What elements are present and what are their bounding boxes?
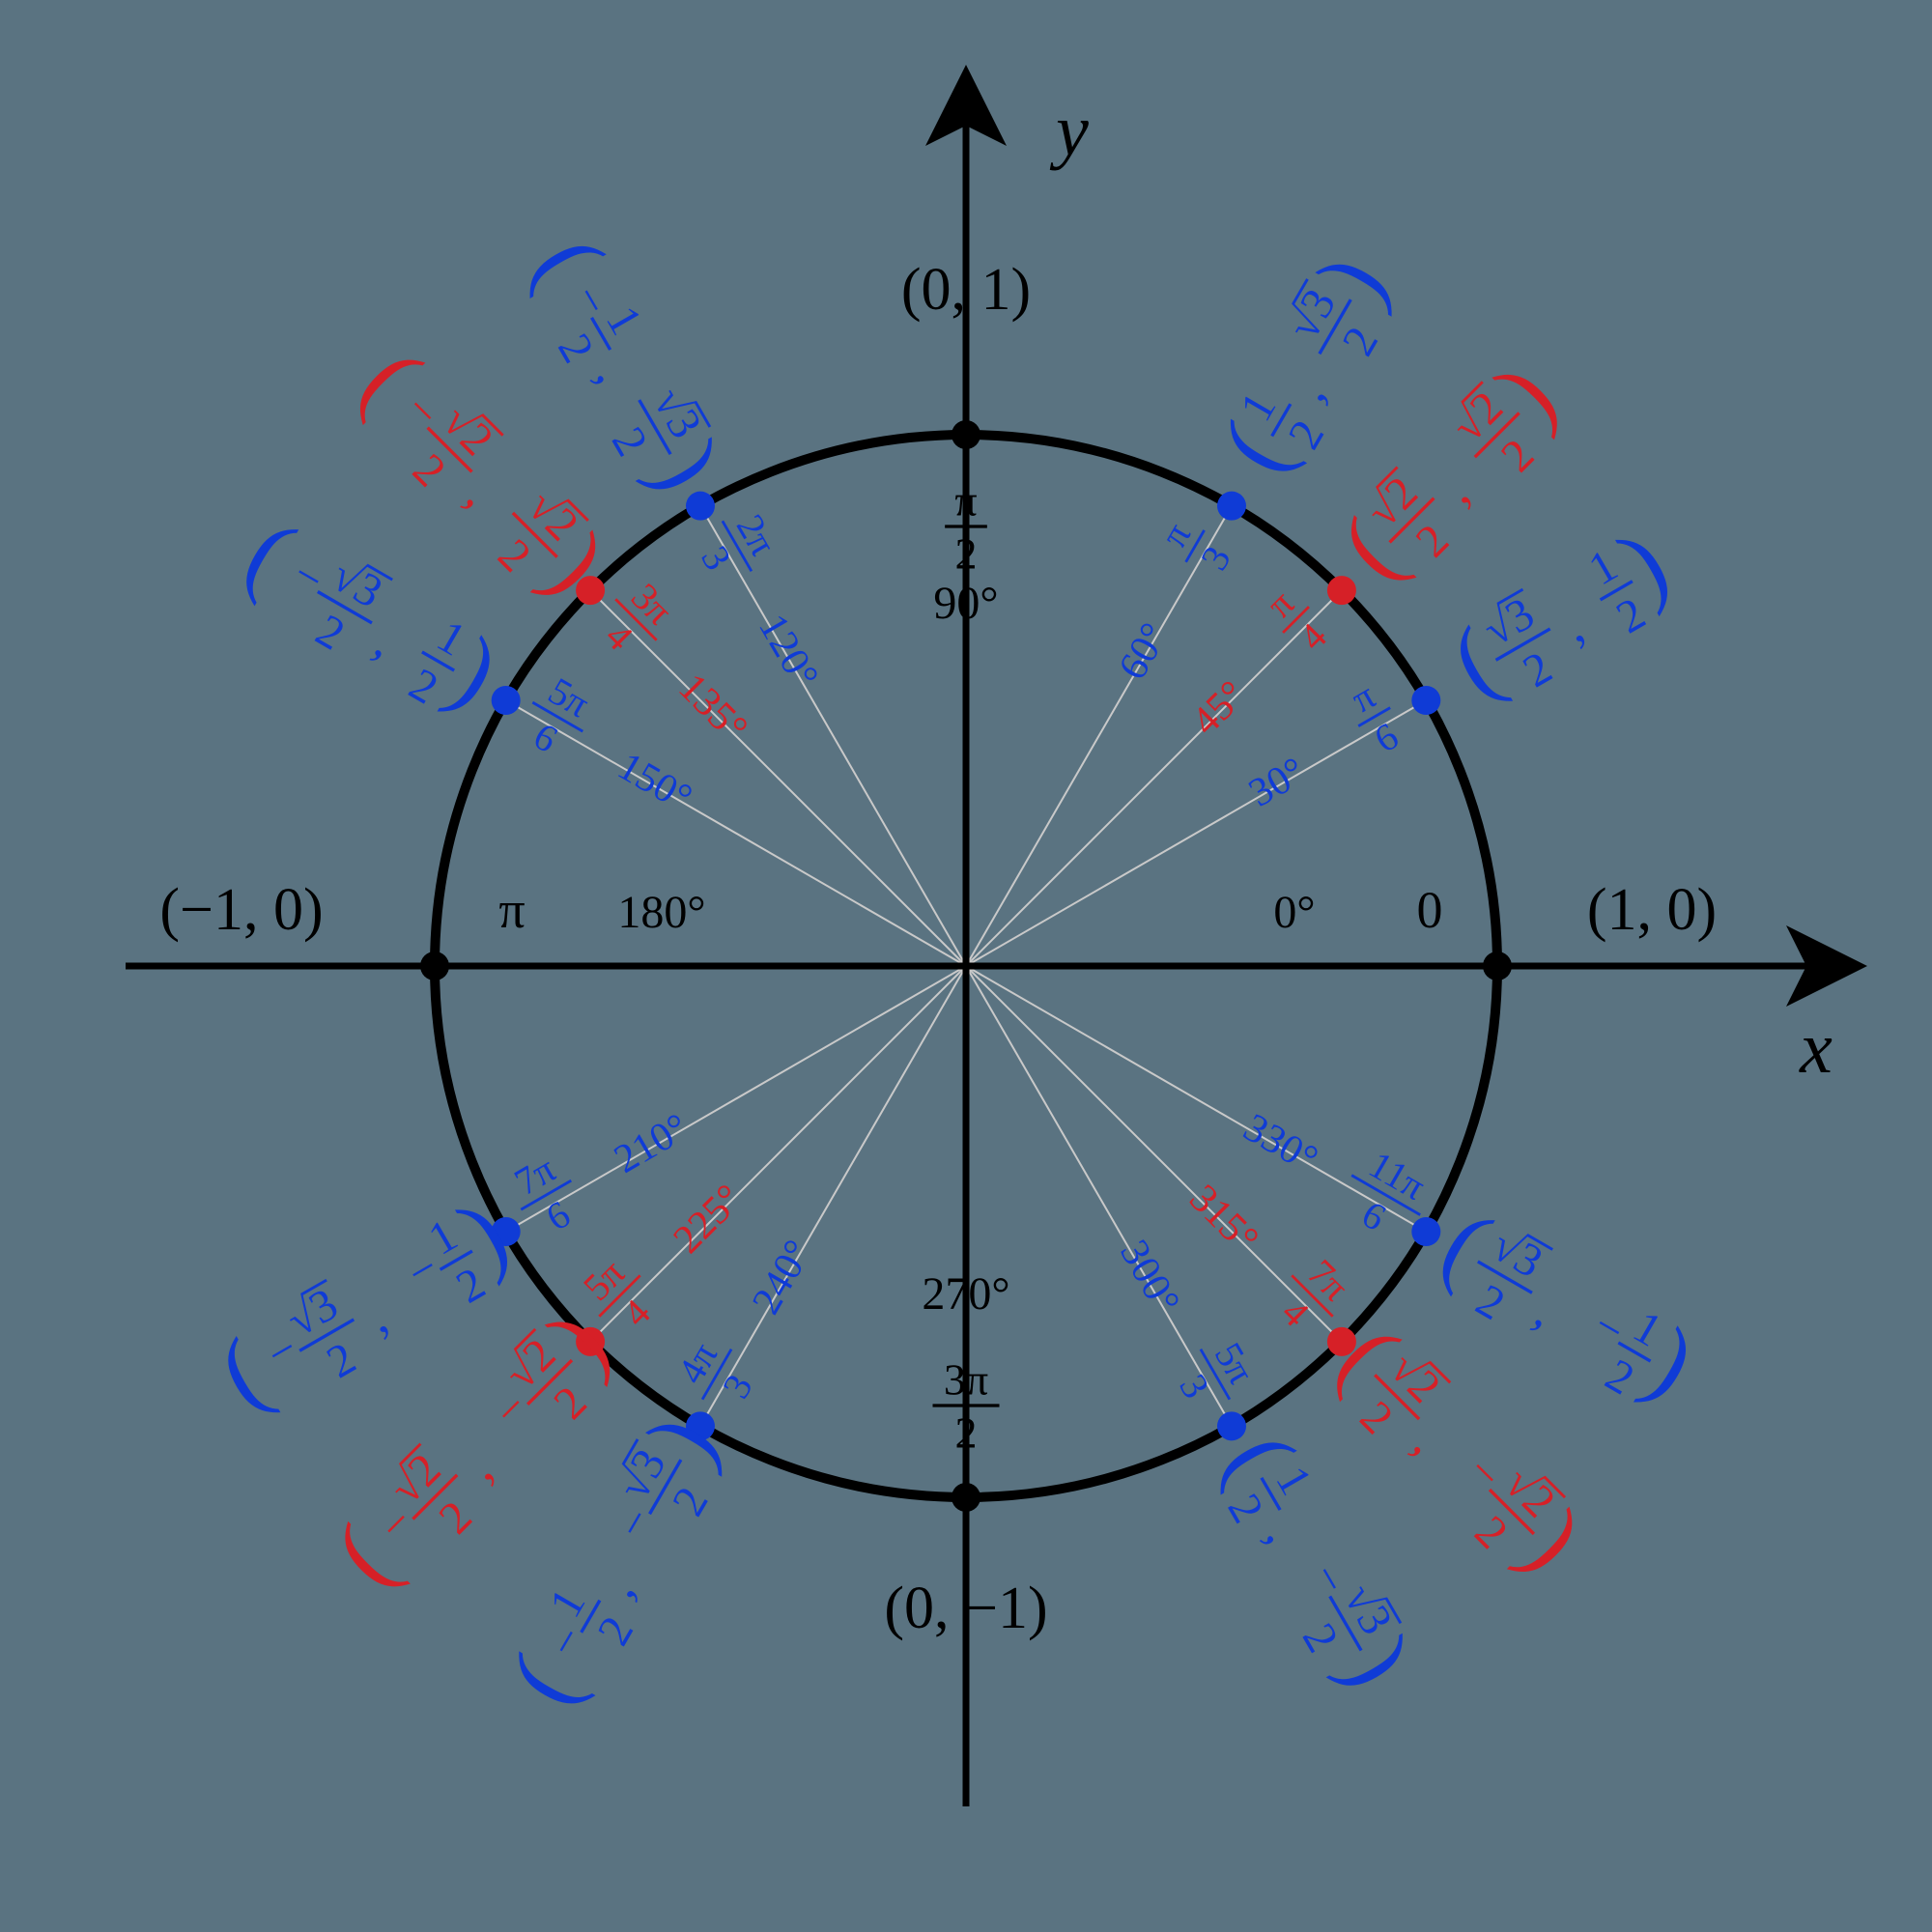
cardinal-coord: (0, 1) [901,257,1031,323]
angle-dot [1327,576,1356,605]
cardinal-dot [952,420,980,449]
svg-text:2: 2 [955,1408,978,1458]
cardinal-rad: 0 [1417,881,1443,939]
cardinal-coord: (−1, 0) [159,877,323,943]
angle-dot [1217,492,1246,521]
cardinal-deg: 180° [617,887,705,938]
x-axis-label: x [1799,1008,1833,1089]
angle-dot [1411,1217,1440,1246]
angle-dot [1217,1411,1246,1440]
cardinal-coord: (1, 0) [1587,877,1717,943]
cardinal-dot [1483,952,1512,980]
cardinal-dot [952,1483,980,1512]
cardinal-coord: (0, −1) [884,1576,1047,1641]
svg-text:2: 2 [955,529,978,579]
cardinal-deg: 90° [933,578,998,629]
unit-circle-diagram: xy(1, 0)00°(0, 1)π290°(−1, 0)π180°(0, −1… [0,0,1932,1932]
svg-text:π: π [954,476,977,526]
cardinal-deg: 270° [922,1268,1009,1320]
angle-dot [492,686,521,715]
y-axis-label: y [1049,90,1089,171]
cardinal-deg: 0° [1273,887,1315,938]
angle-dot [1411,686,1440,715]
cardinal-rad: π [498,881,525,939]
svg-text:3π: 3π [944,1355,988,1405]
cardinal-dot [420,952,449,980]
angle-dot [686,492,715,521]
